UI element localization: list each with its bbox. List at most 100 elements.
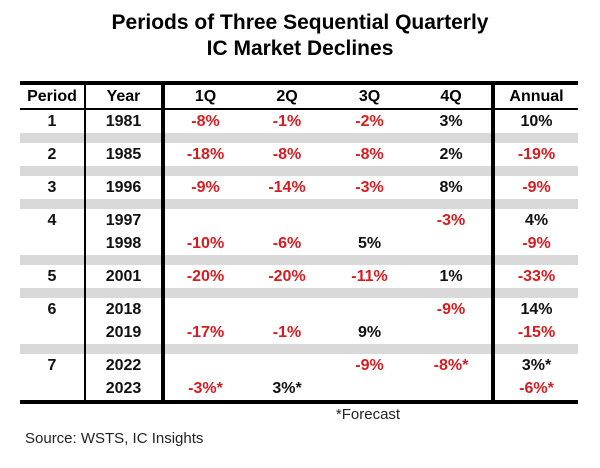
table-row: 4 1997 -3% 4% xyxy=(20,209,578,232)
group-separator xyxy=(20,344,578,354)
cell-annual: 10% xyxy=(520,113,553,130)
cell-3q xyxy=(328,377,411,402)
cell-period: 2 xyxy=(20,143,86,166)
cell-period: 5 xyxy=(20,265,86,288)
cell-2q: -1% xyxy=(272,324,302,341)
cell-annual: -9% xyxy=(522,235,551,252)
cell-year: 1985 xyxy=(85,143,165,166)
separator-cell xyxy=(246,166,328,176)
separator-cell xyxy=(163,344,246,354)
cell-annual: -15% xyxy=(517,324,556,341)
column-header-1q: 1Q xyxy=(163,83,246,110)
cell-4q: -3% xyxy=(411,209,495,232)
separator-cell xyxy=(20,166,86,176)
cell-3q: -11% xyxy=(351,268,388,285)
separator-cell xyxy=(20,344,86,354)
separator-cell xyxy=(411,133,495,143)
separator-cell xyxy=(328,344,411,354)
separator-cell xyxy=(246,255,328,265)
separator-cell xyxy=(328,199,411,209)
table-body: 1 1981 -8% -1% -2% 3% 10% 2 1985 -18% -8% -8% 2% -19%… xyxy=(20,109,578,402)
cell-period: 7 xyxy=(20,354,86,377)
table-row: 7 2022 -9% -8%* 3%* xyxy=(20,354,578,377)
group-separator xyxy=(20,199,578,209)
separator-cell xyxy=(163,288,246,298)
separator-cell xyxy=(411,344,495,354)
cell-1q xyxy=(163,354,246,377)
header-row: Period Year 1Q 2Q 3Q 4Q Annual xyxy=(20,83,578,110)
cell-period: 3 xyxy=(20,176,86,199)
cell-2q xyxy=(246,354,328,377)
cell-2q: -20% xyxy=(268,268,306,285)
separator-cell xyxy=(411,166,495,176)
cell-1q: -20% xyxy=(186,268,225,285)
group-separator xyxy=(20,166,578,176)
cell-3q: -9% xyxy=(355,357,384,374)
cell-2q: -6% xyxy=(272,235,302,252)
group-separator xyxy=(20,133,578,143)
separator-cell xyxy=(328,288,411,298)
separator-cell xyxy=(20,255,86,265)
cell-period: 4 xyxy=(20,209,86,232)
column-header-year: Year xyxy=(85,83,165,110)
separator-cell xyxy=(163,255,246,265)
cell-2q: -14% xyxy=(268,179,306,196)
forecast-footnote: *Forecast xyxy=(335,406,401,423)
column-header-annual: Annual xyxy=(493,83,578,110)
cell-1q: -8% xyxy=(191,113,220,130)
cell-annual: -9% xyxy=(522,179,551,196)
cell-year: 2023 xyxy=(85,377,165,402)
table-row: 2019 -17% -1% 9% -15% xyxy=(20,321,578,344)
table-header: Period Year 1Q 2Q 3Q 4Q Annual xyxy=(20,83,578,110)
cell-3q: -2% xyxy=(355,113,384,130)
separator-cell xyxy=(493,288,578,298)
column-header-period: Period xyxy=(20,83,86,110)
column-header-4q: 4Q xyxy=(411,83,495,110)
cell-1q: -3%* xyxy=(188,380,223,397)
separator-cell xyxy=(163,133,246,143)
declines-table: Period Year 1Q 2Q 3Q 4Q Annual 1 1981 -8% -… xyxy=(20,81,578,404)
separator-cell xyxy=(328,255,411,265)
separator-cell xyxy=(411,199,495,209)
cell-period xyxy=(20,321,86,344)
cell-4q: -8%* xyxy=(411,354,495,377)
table-row: 1 1981 -8% -1% -2% 3% 10% xyxy=(20,109,578,133)
cell-period: 1 xyxy=(20,109,86,133)
cell-1q: -17% xyxy=(186,324,225,341)
separator-cell xyxy=(246,133,328,143)
group-separator xyxy=(20,255,578,265)
cell-4q: 1% xyxy=(411,265,495,288)
cell-year: 1998 xyxy=(85,232,165,255)
cell-3q: -3% xyxy=(355,179,384,196)
cell-annual: -19% xyxy=(517,146,556,163)
separator-cell xyxy=(85,288,165,298)
separator-cell xyxy=(493,344,578,354)
table-row: 1998 -10% -6% 5% -9% xyxy=(20,232,578,255)
separator-cell xyxy=(163,199,246,209)
separator-cell xyxy=(246,288,328,298)
cell-period xyxy=(20,232,86,255)
cell-4q: 2% xyxy=(411,143,495,166)
chart-title: Periods of Three Sequential Quarterly IC… xyxy=(0,10,600,62)
separator-cell xyxy=(85,199,165,209)
cell-1q: -18% xyxy=(186,146,225,163)
cell-4q xyxy=(411,377,495,402)
cell-year: 2001 xyxy=(85,265,165,288)
separator-cell xyxy=(163,166,246,176)
cell-annual: -6%* xyxy=(519,380,554,397)
cell-year: 2018 xyxy=(85,298,165,321)
table-row: 2023 -3%* 3%* -6%* xyxy=(20,377,578,402)
separator-cell xyxy=(411,288,495,298)
cell-1q xyxy=(163,298,246,321)
table-row: 3 1996 -9% -14% -3% 8% -9% xyxy=(20,176,578,199)
separator-cell xyxy=(328,133,411,143)
cell-year: 2019 xyxy=(85,321,165,344)
cell-annual: 4% xyxy=(524,212,549,229)
cell-year: 1996 xyxy=(85,176,165,199)
cell-2q xyxy=(246,209,328,232)
cell-year: 2022 xyxy=(85,354,165,377)
separator-cell xyxy=(493,166,578,176)
cell-2q xyxy=(246,298,328,321)
cell-period: 6 xyxy=(20,298,86,321)
cell-4q xyxy=(411,321,495,344)
